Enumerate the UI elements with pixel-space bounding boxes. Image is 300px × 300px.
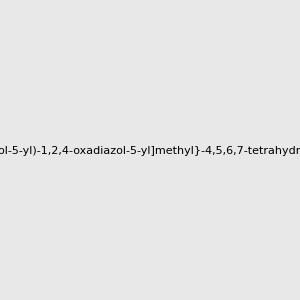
Text: 5-{[3-(1,3-benzodioxol-5-yl)-1,2,4-oxadiazol-5-yl]methyl}-4,5,6,7-tetrahydrothie: 5-{[3-(1,3-benzodioxol-5-yl)-1,2,4-oxadi… <box>0 146 300 157</box>
